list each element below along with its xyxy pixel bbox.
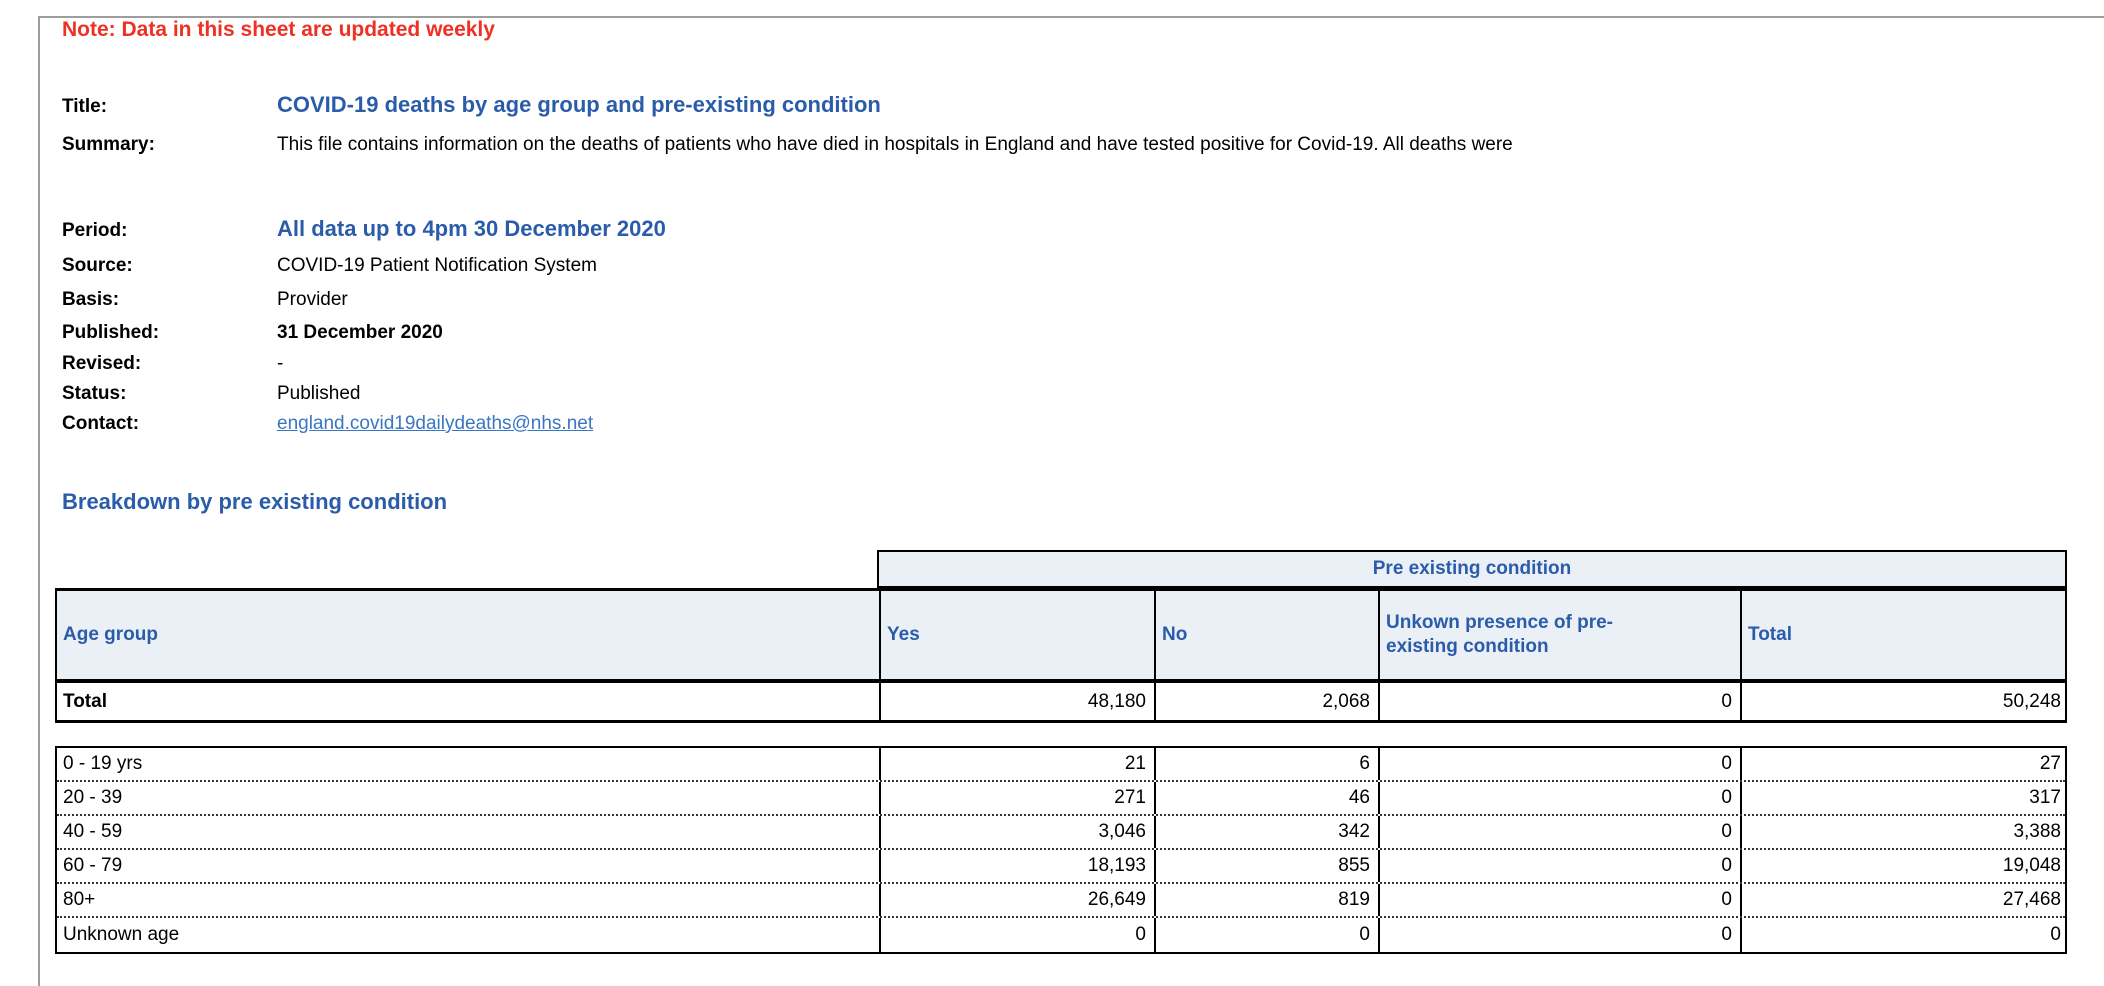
unknown-cell: 0 — [1378, 782, 1740, 814]
meta-row-source: Source: COVID-19 Patient Notification Sy… — [62, 255, 597, 277]
total-cell: 0 — [1740, 918, 2069, 952]
column-header-unknown-presence-text: Unkown presence of pre-existing conditio… — [1386, 612, 1613, 657]
status-label: Status: — [62, 383, 127, 404]
basis-label: Basis: — [62, 289, 120, 310]
total-cell: 317 — [1740, 782, 2069, 814]
meta-row-published: Published: 31 December 2020 — [62, 322, 443, 344]
yes-cell: 21 — [879, 748, 1154, 780]
total-no-value: 2,068 — [1154, 683, 1378, 720]
total-total-value: 50,248 — [1740, 683, 2069, 720]
total-cell: 27 — [1740, 748, 2069, 780]
yes-cell: 3,046 — [879, 816, 1154, 848]
yes-cell: 26,649 — [879, 884, 1154, 916]
page-border — [38, 16, 2104, 986]
meta-row-period: Period: All data up to 4pm 30 December 2… — [62, 216, 666, 242]
column-header-yes: Yes — [879, 591, 1154, 679]
period-label: Period: — [62, 220, 128, 241]
source-value: COVID-19 Patient Notification System — [277, 255, 597, 276]
table-row: 60 - 79 18,193 855 0 19,048 — [57, 850, 2065, 884]
source-label: Source: — [62, 255, 133, 276]
summary-label: Summary: — [62, 134, 155, 155]
age-rows-block: 0 - 19 yrs 21 6 0 27 20 - 39 271 46 0 31… — [55, 746, 2067, 954]
total-unknown-value: 0 — [1378, 683, 1740, 720]
revised-value: - — [277, 353, 284, 374]
revised-label: Revised: — [62, 353, 142, 374]
age-group-cell: Unknown age — [63, 924, 180, 945]
section-heading: Breakdown by pre existing condition — [62, 489, 448, 514]
contact-email-link[interactable]: england.covid19dailydeaths@nhs.net — [277, 413, 594, 434]
title-label: Title: — [62, 96, 108, 117]
age-group-cell: 60 - 79 — [63, 855, 123, 876]
table-row: 40 - 59 3,046 342 0 3,388 — [57, 816, 2065, 850]
contact-label: Contact: — [62, 413, 140, 434]
yes-cell: 18,193 — [879, 850, 1154, 882]
total-cell: 19,048 — [1740, 850, 2069, 882]
table-row: 20 - 39 271 46 0 317 — [57, 782, 2065, 816]
update-note: Note: Data in this sheet are updated wee… — [62, 18, 495, 41]
unknown-cell: 0 — [1378, 918, 1740, 952]
meta-row-contact: Contact: england.covid19dailydeaths@nhs.… — [62, 413, 593, 435]
breakdown-table: Pre existing condition Age group Yes No … — [55, 550, 2067, 954]
meta-row-title: Title: COVID-19 deaths by age group and … — [62, 92, 881, 118]
table-row: Unknown age 0 0 0 0 — [57, 918, 2065, 952]
unknown-cell: 0 — [1378, 816, 1740, 848]
meta-row-basis: Basis: Provider — [62, 289, 348, 311]
total-yes-value: 48,180 — [879, 683, 1154, 720]
group-header-pre-existing-condition: Pre existing condition — [877, 550, 2067, 588]
unknown-cell: 0 — [1378, 884, 1740, 916]
unknown-cell: 0 — [1378, 748, 1740, 780]
table-row: 80+ 26,649 819 0 27,468 — [57, 884, 2065, 918]
meta-row-status: Status: Published — [62, 383, 360, 405]
age-group-cell: 0 - 19 yrs — [63, 753, 143, 774]
table-total-row: Total 48,180 2,068 0 50,248 — [55, 681, 2067, 723]
no-cell: 6 — [1154, 748, 1378, 780]
column-header-unknown-presence: Unkown presence of pre-existing conditio… — [1378, 591, 1740, 679]
column-header-age-group: Age group — [63, 624, 158, 645]
period-value: All data up to 4pm 30 December 2020 — [277, 216, 666, 241]
no-cell: 855 — [1154, 850, 1378, 882]
meta-row-revised: Revised: - — [62, 353, 283, 375]
age-group-cell: 20 - 39 — [63, 787, 123, 808]
unknown-cell: 0 — [1378, 850, 1740, 882]
total-row-label: Total — [63, 690, 107, 712]
total-cell: 3,388 — [1740, 816, 2069, 848]
table-header-row: Age group Yes No Unkown presence of pre-… — [55, 588, 2067, 681]
document-title: COVID-19 deaths by age group and pre-exi… — [277, 92, 881, 117]
no-cell: 46 — [1154, 782, 1378, 814]
no-cell: 342 — [1154, 816, 1378, 848]
age-group-cell: 80+ — [63, 889, 96, 910]
published-label: Published: — [62, 322, 160, 343]
column-header-no: No — [1154, 591, 1378, 679]
total-cell: 27,468 — [1740, 884, 2069, 916]
basis-value: Provider — [277, 289, 348, 310]
yes-cell: 271 — [879, 782, 1154, 814]
column-header-total: Total — [1740, 591, 2069, 679]
no-cell: 819 — [1154, 884, 1378, 916]
status-value: Published — [277, 383, 361, 404]
table-row: 0 - 19 yrs 21 6 0 27 — [57, 748, 2065, 782]
summary-text: This file contains information on the de… — [277, 134, 1513, 155]
published-value: 31 December 2020 — [277, 322, 443, 343]
meta-row-summary: Summary: This file contains information … — [62, 134, 1513, 156]
yes-cell: 0 — [879, 918, 1154, 952]
age-group-cell: 40 - 59 — [63, 821, 123, 842]
no-cell: 0 — [1154, 918, 1378, 952]
